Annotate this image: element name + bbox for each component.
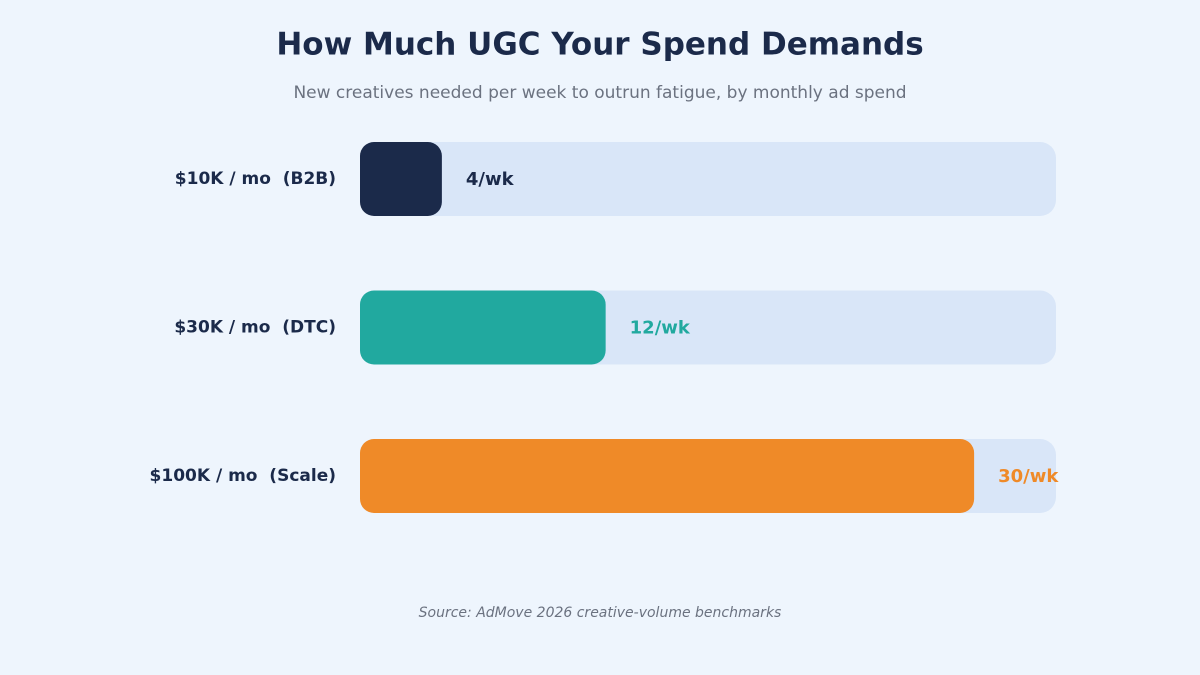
source-note: Source: AdMove 2026 creative-volume benc…: [419, 605, 782, 621]
bar: [360, 142, 442, 216]
category-label: $30K / mo (DTC): [174, 318, 336, 338]
category-label: $10K / mo (B2B): [175, 169, 336, 189]
value-label: 12/wk: [630, 318, 691, 339]
bar: [360, 290, 606, 365]
bar: [360, 439, 975, 513]
value-label: 4/wk: [466, 169, 515, 190]
bar-track: [360, 142, 1056, 216]
value-label: 30/wk: [998, 466, 1059, 487]
chart-title: How Much UGC Your Spend Demands: [276, 27, 923, 63]
category-label: $100K / mo (Scale): [150, 466, 336, 486]
chart-subtitle: New creatives needed per week to outrun …: [293, 83, 906, 103]
